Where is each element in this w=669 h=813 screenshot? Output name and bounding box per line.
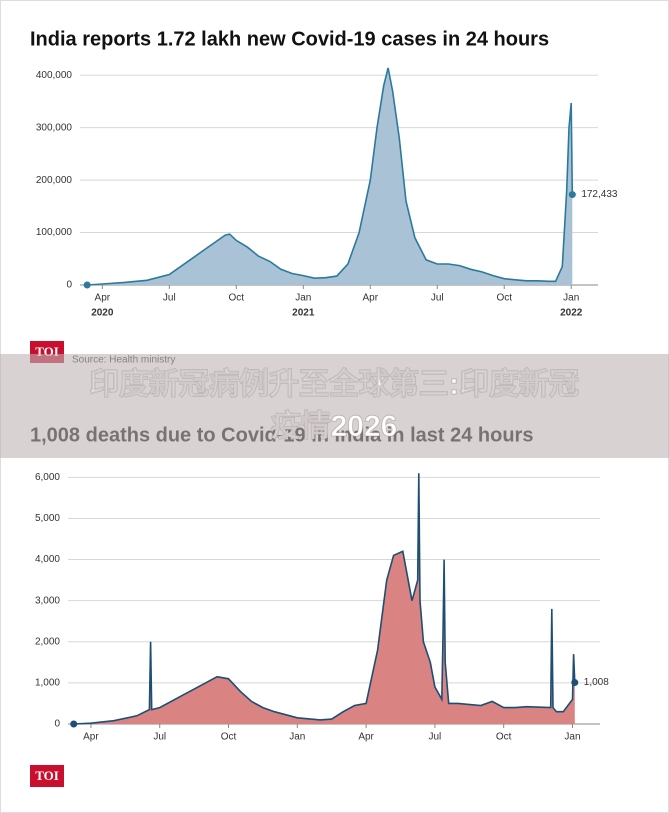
x-tick-label: Apr bbox=[358, 732, 374, 743]
line bbox=[87, 67, 574, 286]
x-tick-label: Jul bbox=[163, 293, 176, 304]
x-year-label: 2020 bbox=[91, 308, 114, 319]
point bbox=[83, 281, 91, 289]
x-tick-label: Apr bbox=[362, 293, 378, 304]
y-tick-label: 6,000 bbox=[35, 472, 60, 483]
x-tick-label: Oct bbox=[496, 732, 512, 743]
logo: TOI bbox=[30, 765, 64, 787]
y-tick-label: 2,000 bbox=[35, 636, 60, 647]
point bbox=[571, 679, 579, 687]
x-tick-label: Jan bbox=[289, 732, 305, 743]
x-tick-label: Jan bbox=[563, 293, 579, 304]
logo-box bbox=[30, 765, 64, 787]
y-tick-label: 300,000 bbox=[36, 122, 73, 133]
x-tick-label: Jul bbox=[431, 293, 444, 304]
y-tick-label: 4,000 bbox=[35, 554, 60, 565]
y-tick-label: 5,000 bbox=[35, 513, 60, 524]
line bbox=[73, 473, 576, 725]
y-tick-label: 200,000 bbox=[36, 175, 73, 186]
x-tick-label: Jan bbox=[295, 293, 311, 304]
point bbox=[70, 720, 78, 728]
point bbox=[568, 191, 576, 199]
y-tick-label: 0 bbox=[66, 280, 72, 291]
y-tick-label: 3,000 bbox=[35, 595, 60, 606]
x-tick-label: Jul bbox=[428, 732, 441, 743]
y-tick-label: 1,000 bbox=[35, 678, 60, 689]
x-tick-label: Apr bbox=[83, 732, 99, 743]
banner bbox=[0, 354, 669, 458]
chart-title: India reports 1.72 lakh new Covid-19 cas… bbox=[30, 28, 549, 50]
x-tick-label: Oct bbox=[221, 732, 237, 743]
logo-text: TOI bbox=[35, 768, 59, 783]
x-tick-label: Jan bbox=[564, 732, 580, 743]
y-tick-label: 400,000 bbox=[36, 70, 73, 81]
y-tick-label: 0 bbox=[54, 719, 60, 730]
banner-line: 印度新冠病例升至全球第三:印度新冠 bbox=[89, 367, 579, 401]
x-year-label: 2022 bbox=[560, 308, 583, 319]
x-tick-label: Apr bbox=[95, 293, 111, 304]
x-tick-label: Oct bbox=[229, 293, 245, 304]
banner-line: 疫情2026 bbox=[271, 409, 398, 443]
value-label: 1,008 bbox=[584, 677, 609, 688]
x-tick-label: Oct bbox=[496, 293, 512, 304]
x-tick-label: Jul bbox=[153, 732, 166, 743]
x-year-label: 2021 bbox=[292, 308, 315, 319]
value-label: 172,433 bbox=[581, 189, 618, 200]
y-tick-label: 100,000 bbox=[36, 227, 73, 238]
